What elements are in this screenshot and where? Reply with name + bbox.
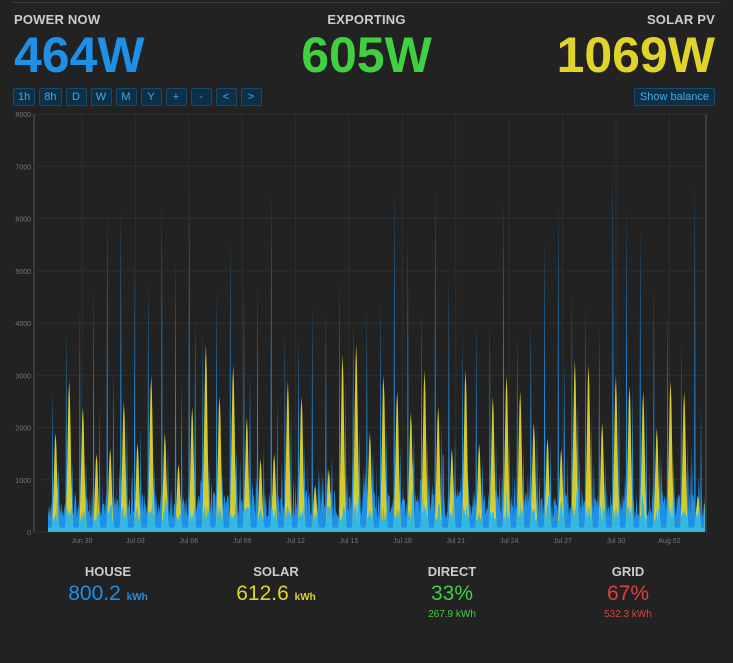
direct-summary-kwh: 267.9 kWh	[428, 609, 476, 620]
house-summary-unit: kWh	[126, 592, 148, 603]
range-week-button[interactable]: W	[90, 88, 112, 106]
range-year-button[interactable]: Y	[140, 88, 162, 106]
x-tick-label: Jul 15	[340, 538, 359, 545]
range-day-button[interactable]: D	[65, 88, 87, 106]
solar-summary-label: SOLAR	[253, 564, 299, 579]
x-tick-label: Jul 18	[393, 538, 412, 545]
show-balance-button[interactable]: Show balance	[633, 88, 715, 106]
solar-pv-value: 1069W	[556, 27, 715, 83]
zoom-in-button[interactable]: +	[165, 88, 187, 106]
exporting-label: EXPORTING	[327, 12, 406, 27]
range-1h-button[interactable]: 1h	[13, 88, 36, 106]
y-tick-label: 1000	[15, 478, 31, 485]
chart-axes: 0 1000 2000 3000 4000 5000 6000 7000 8000 Jun 30 J…	[15, 112, 680, 545]
power-now-value: 464W	[14, 27, 145, 83]
overlap-area	[48, 486, 705, 532]
y-tick-label: 3000	[15, 373, 31, 380]
x-tick-label: Jul 03	[126, 538, 145, 545]
power-chart[interactable]: 0 1000 2000 3000 4000 5000 6000 7000 8000 Jun 30 J…	[0, 106, 733, 546]
solar-summary: SOLAR 612.6 kWh	[201, 564, 351, 610]
grid-summary-kwh: 532.3 kWh	[604, 609, 652, 620]
x-tick-label: Jul 24	[500, 538, 519, 545]
solar-pv-label: SOLAR PV	[646, 12, 715, 27]
y-tick-label: 6000	[15, 217, 31, 224]
pan-right-button[interactable]: >	[240, 88, 262, 106]
x-tick-label: Jul 27	[553, 538, 572, 545]
solar-summary-unit: kWh	[294, 592, 316, 603]
house-summary-value: 800.2	[68, 582, 121, 605]
y-tick-label: 4000	[15, 321, 31, 328]
chart-areas	[48, 161, 705, 532]
x-tick-label: Jul 30	[607, 538, 626, 545]
range-month-button[interactable]: M	[115, 88, 137, 106]
house-area	[48, 161, 705, 532]
y-tick-label: 2000	[15, 426, 31, 433]
x-tick-label: Jul 06	[179, 538, 198, 545]
range-8h-button[interactable]: 8h	[39, 88, 62, 106]
direct-summary-value: 33%	[430, 582, 474, 605]
x-tick-label: Jul 21	[446, 538, 465, 545]
exporting-stat: EXPORTING 605W	[0, 12, 733, 82]
power-now-label: POWER NOW	[14, 12, 101, 27]
house-summary: HOUSE 800.2 kWh	[33, 564, 183, 610]
grid-summary-label: GRID	[611, 564, 645, 579]
x-tick-label: Jul 12	[286, 538, 305, 545]
solar-pv-stat: SOLAR PV 1069W	[557, 12, 715, 82]
x-tick-label: Aug 02	[658, 538, 680, 545]
x-tick-label: Jun 30	[71, 538, 92, 545]
exporting-value: 605W	[301, 27, 432, 83]
solar-summary-value: 612.6	[236, 582, 289, 605]
top-divider	[12, 2, 721, 3]
solar-summary-value-line: 612.6 kWh	[201, 582, 351, 610]
grid-summary-value: 67%	[606, 582, 650, 605]
x-tick-label: Jul 09	[233, 538, 252, 545]
solar-area	[48, 344, 705, 532]
y-tick-label: 0	[27, 530, 31, 537]
y-tick-label: 7000	[15, 164, 31, 171]
grid-summary: GRID 67% 532.3 kWh	[553, 564, 703, 620]
pan-left-button[interactable]: <	[215, 88, 237, 106]
house-summary-value-line: 800.2 kWh	[33, 582, 183, 610]
y-tick-label: 8000	[15, 112, 31, 119]
power-now-stat: POWER NOW 464W	[14, 12, 145, 82]
house-summary-label: HOUSE	[84, 564, 132, 579]
direct-summary-label: DIRECT	[427, 564, 477, 579]
y-tick-label: 5000	[15, 269, 31, 276]
direct-summary: DIRECT 33% 267.9 kWh	[377, 564, 527, 620]
zoom-out-button[interactable]: -	[190, 88, 212, 106]
time-range-toolbar: 1h 8h D W M Y + - < >	[13, 88, 262, 106]
